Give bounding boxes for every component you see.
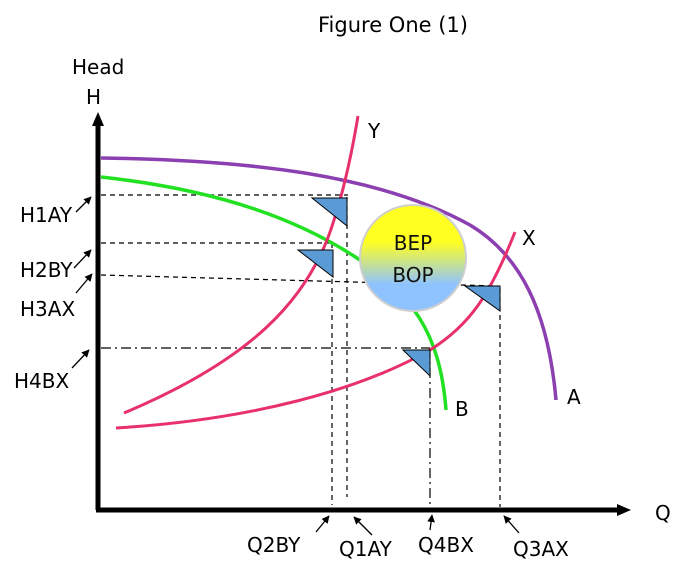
flow-label-q4bx: Q4BX [418, 533, 474, 557]
pointer-q4bx [427, 514, 435, 531]
figure-title: Figure One (1) [318, 13, 468, 37]
bep-circle [359, 204, 467, 312]
pump-curve-a [100, 156, 558, 401]
guide-h3ax [100, 274, 499, 287]
y-axis-arrow [92, 112, 104, 126]
pointer-h3ax [75, 273, 93, 294]
marker-bx [401, 349, 431, 378]
bep-label: BEP [394, 231, 432, 255]
head-label-h4bx: H4BX [14, 369, 69, 393]
pointer-h1ay [75, 196, 92, 213]
pointer-h2by [73, 249, 92, 269]
label-b: B [455, 397, 469, 421]
flow-label-q1ay: Q1AY [339, 537, 393, 561]
marker-ax [463, 285, 501, 312]
pointer-q1ay [353, 516, 373, 536]
head-label-h2by: H2BY [20, 258, 73, 282]
x-axis-symbol: Q [655, 501, 671, 525]
label-y: Y [367, 119, 381, 143]
flow-label-q3ax: Q3AX [513, 537, 569, 561]
marker-by [296, 249, 334, 279]
head-label-h3ax: H3AX [20, 297, 75, 321]
pump-curve-b [100, 175, 448, 411]
flow-label-q2by: Q2BY [247, 533, 301, 557]
label-a: A [567, 385, 581, 409]
bop-label: BOP [392, 263, 433, 287]
pointer-h4bx [71, 349, 90, 369]
x-axis-arrow [617, 504, 631, 516]
y-axis-caption: Head [72, 55, 124, 79]
pointer-q3ax [503, 515, 520, 534]
marker-ay [310, 197, 348, 228]
pointer-q2by [315, 515, 330, 533]
label-x: X [522, 226, 536, 250]
y-axis-symbol: H [86, 85, 101, 109]
head-label-h1ay: H1AY [20, 203, 73, 227]
